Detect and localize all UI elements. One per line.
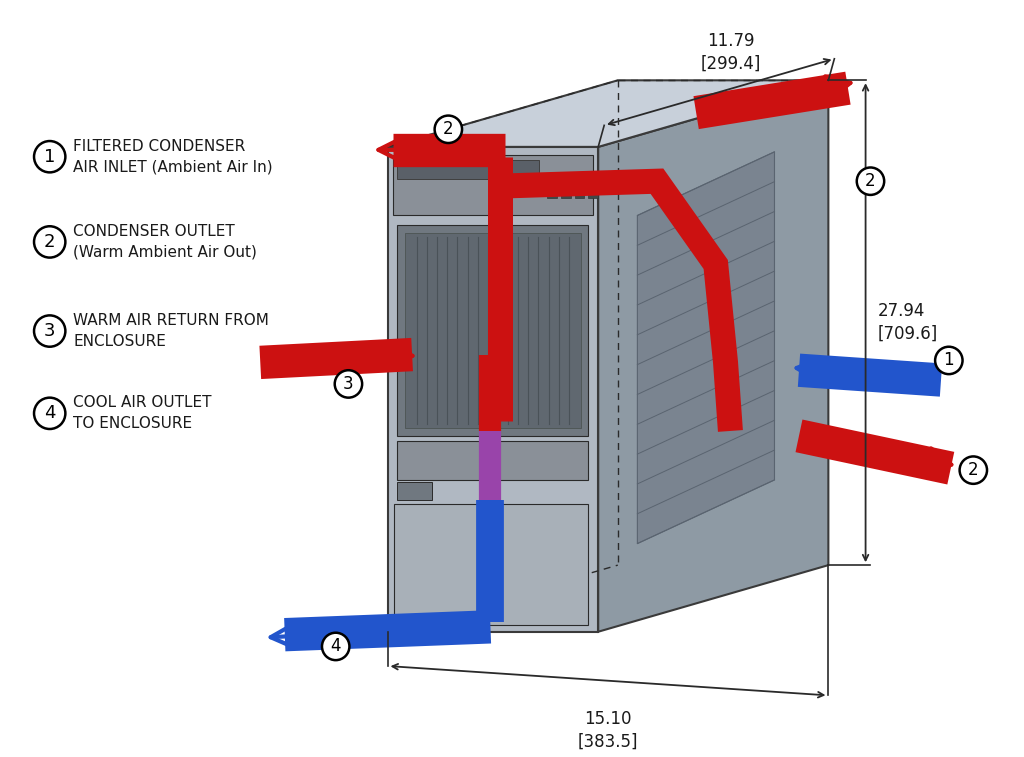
Polygon shape (397, 441, 589, 480)
Circle shape (34, 397, 66, 429)
Circle shape (959, 456, 987, 484)
Text: 3: 3 (343, 375, 353, 393)
Text: 27.94
[709.6]: 27.94 [709.6] (878, 302, 938, 342)
Circle shape (34, 141, 66, 173)
Polygon shape (397, 482, 432, 500)
Polygon shape (388, 147, 598, 632)
Circle shape (857, 167, 884, 195)
Text: COOL AIR OUTLET
TO ENCLOSURE: COOL AIR OUTLET TO ENCLOSURE (73, 395, 212, 431)
Text: 4: 4 (331, 637, 341, 656)
Polygon shape (406, 233, 581, 428)
Polygon shape (589, 188, 598, 198)
Text: 3: 3 (44, 322, 55, 340)
Text: 2: 2 (968, 461, 979, 479)
Text: 1: 1 (943, 351, 954, 369)
Polygon shape (388, 80, 828, 147)
Polygon shape (547, 188, 557, 198)
Polygon shape (392, 154, 593, 216)
Polygon shape (637, 152, 774, 544)
Text: CONDENSER OUTLET
(Warm Ambient Air Out): CONDENSER OUTLET (Warm Ambient Air Out) (73, 224, 257, 260)
Circle shape (34, 316, 66, 347)
Polygon shape (574, 188, 585, 198)
Circle shape (34, 226, 66, 257)
Circle shape (335, 370, 362, 397)
Text: 11.79
[299.4]: 11.79 [299.4] (700, 33, 761, 73)
Text: WARM AIR RETURN FROM
ENCLOSURE: WARM AIR RETURN FROM ENCLOSURE (73, 313, 269, 349)
Polygon shape (598, 80, 828, 632)
Polygon shape (397, 226, 589, 436)
Circle shape (935, 347, 963, 374)
Polygon shape (561, 188, 570, 198)
Text: 2: 2 (865, 172, 876, 190)
Circle shape (434, 116, 462, 143)
Text: 4: 4 (44, 404, 55, 422)
Text: 2: 2 (44, 233, 55, 251)
Text: 2: 2 (443, 120, 454, 139)
Circle shape (486, 534, 499, 547)
Polygon shape (394, 504, 589, 625)
Circle shape (322, 633, 349, 660)
Polygon shape (397, 160, 540, 179)
Text: 1: 1 (44, 148, 55, 166)
Text: FILTERED CONDENSER
AIR INLET (Ambient Air In): FILTERED CONDENSER AIR INLET (Ambient Ai… (73, 139, 272, 175)
Text: 15.10
[383.5]: 15.10 [383.5] (578, 710, 638, 750)
